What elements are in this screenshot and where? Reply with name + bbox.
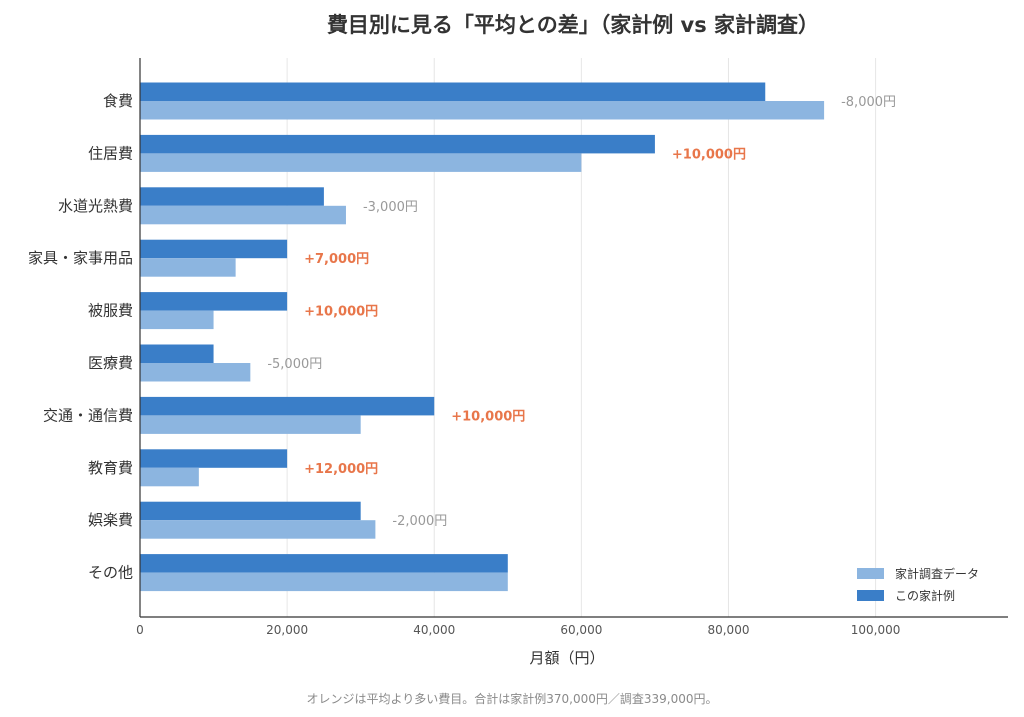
chart-title: 費目別に見る「平均との差」（家計例 vs 家計調査） [327,13,819,37]
bar-survey-data [140,205,346,225]
difference-label: -5,000円 [267,357,322,372]
difference-label: +12,000円 [304,462,378,477]
x-tick-label: 40,000 [413,623,455,637]
bar-household-example [140,239,288,259]
bar-household-example [140,344,214,363]
bar-survey-data [140,415,361,434]
difference-label: +10,000円 [304,305,378,320]
bars [140,82,825,592]
category-label: 交通・通信費 [43,406,133,424]
difference-label: +10,000円 [451,409,525,424]
difference-label: -8,000円 [841,95,896,110]
bar-survey-data [140,310,214,330]
footnote: オレンジは平均より多い費目。合計は家計例370,000円／調査339,000円。 [306,692,718,706]
category-label: 教育費 [88,459,133,477]
difference-label: +10,000円 [672,147,746,162]
category-label: 医療費 [88,354,133,372]
bar-household-example [140,134,655,154]
x-tick-label: 100,000 [851,623,901,637]
x-tick-label: 0 [136,623,144,637]
bar-household-example [140,292,288,311]
category-label: その他 [88,564,133,582]
x-axis-ticks: 0 20,000 40,000 60,000 80,000 100,000 [136,623,900,637]
x-tick-label: 20,000 [266,623,308,637]
x-tick-label: 60,000 [560,623,602,637]
bar-household-example [140,554,508,573]
bar-survey-data [140,363,251,382]
x-tick-label: 80,000 [707,623,749,637]
difference-label: -3,000円 [363,200,418,215]
legend-swatch-survey [857,568,884,579]
annotations: -8,000円 +10,000円 -3,000円 +7,000円 +10,000円 -5,… [267,95,896,529]
difference-label: +7,000円 [304,252,369,267]
bar-household-example [140,187,324,206]
category-label: 被服費 [88,302,133,320]
legend-label-survey: 家計調査データ [895,566,979,581]
bar-survey-data [140,520,376,539]
difference-label: -2,000円 [392,514,447,529]
category-label: 家具・家事用品 [28,249,133,267]
legend-swatch-household [857,590,884,601]
bar-household-example [140,396,435,416]
legend-label-household: この家計例 [895,588,955,603]
bar-survey-data [140,101,825,120]
category-label: 水道光熱費 [58,197,133,215]
bar-survey-data [140,572,508,592]
bar-survey-data [140,153,582,172]
bar-survey-data [140,467,199,487]
category-label: 娯楽費 [88,511,133,529]
bar-household-example [140,501,361,521]
x-axis-label: 月額（円） [529,649,604,667]
bar-household-example [140,82,766,101]
category-label: 住居費 [88,144,133,162]
category-label: 食費 [103,92,133,110]
bar-survey-data [140,258,236,277]
bar-household-example [140,449,288,468]
